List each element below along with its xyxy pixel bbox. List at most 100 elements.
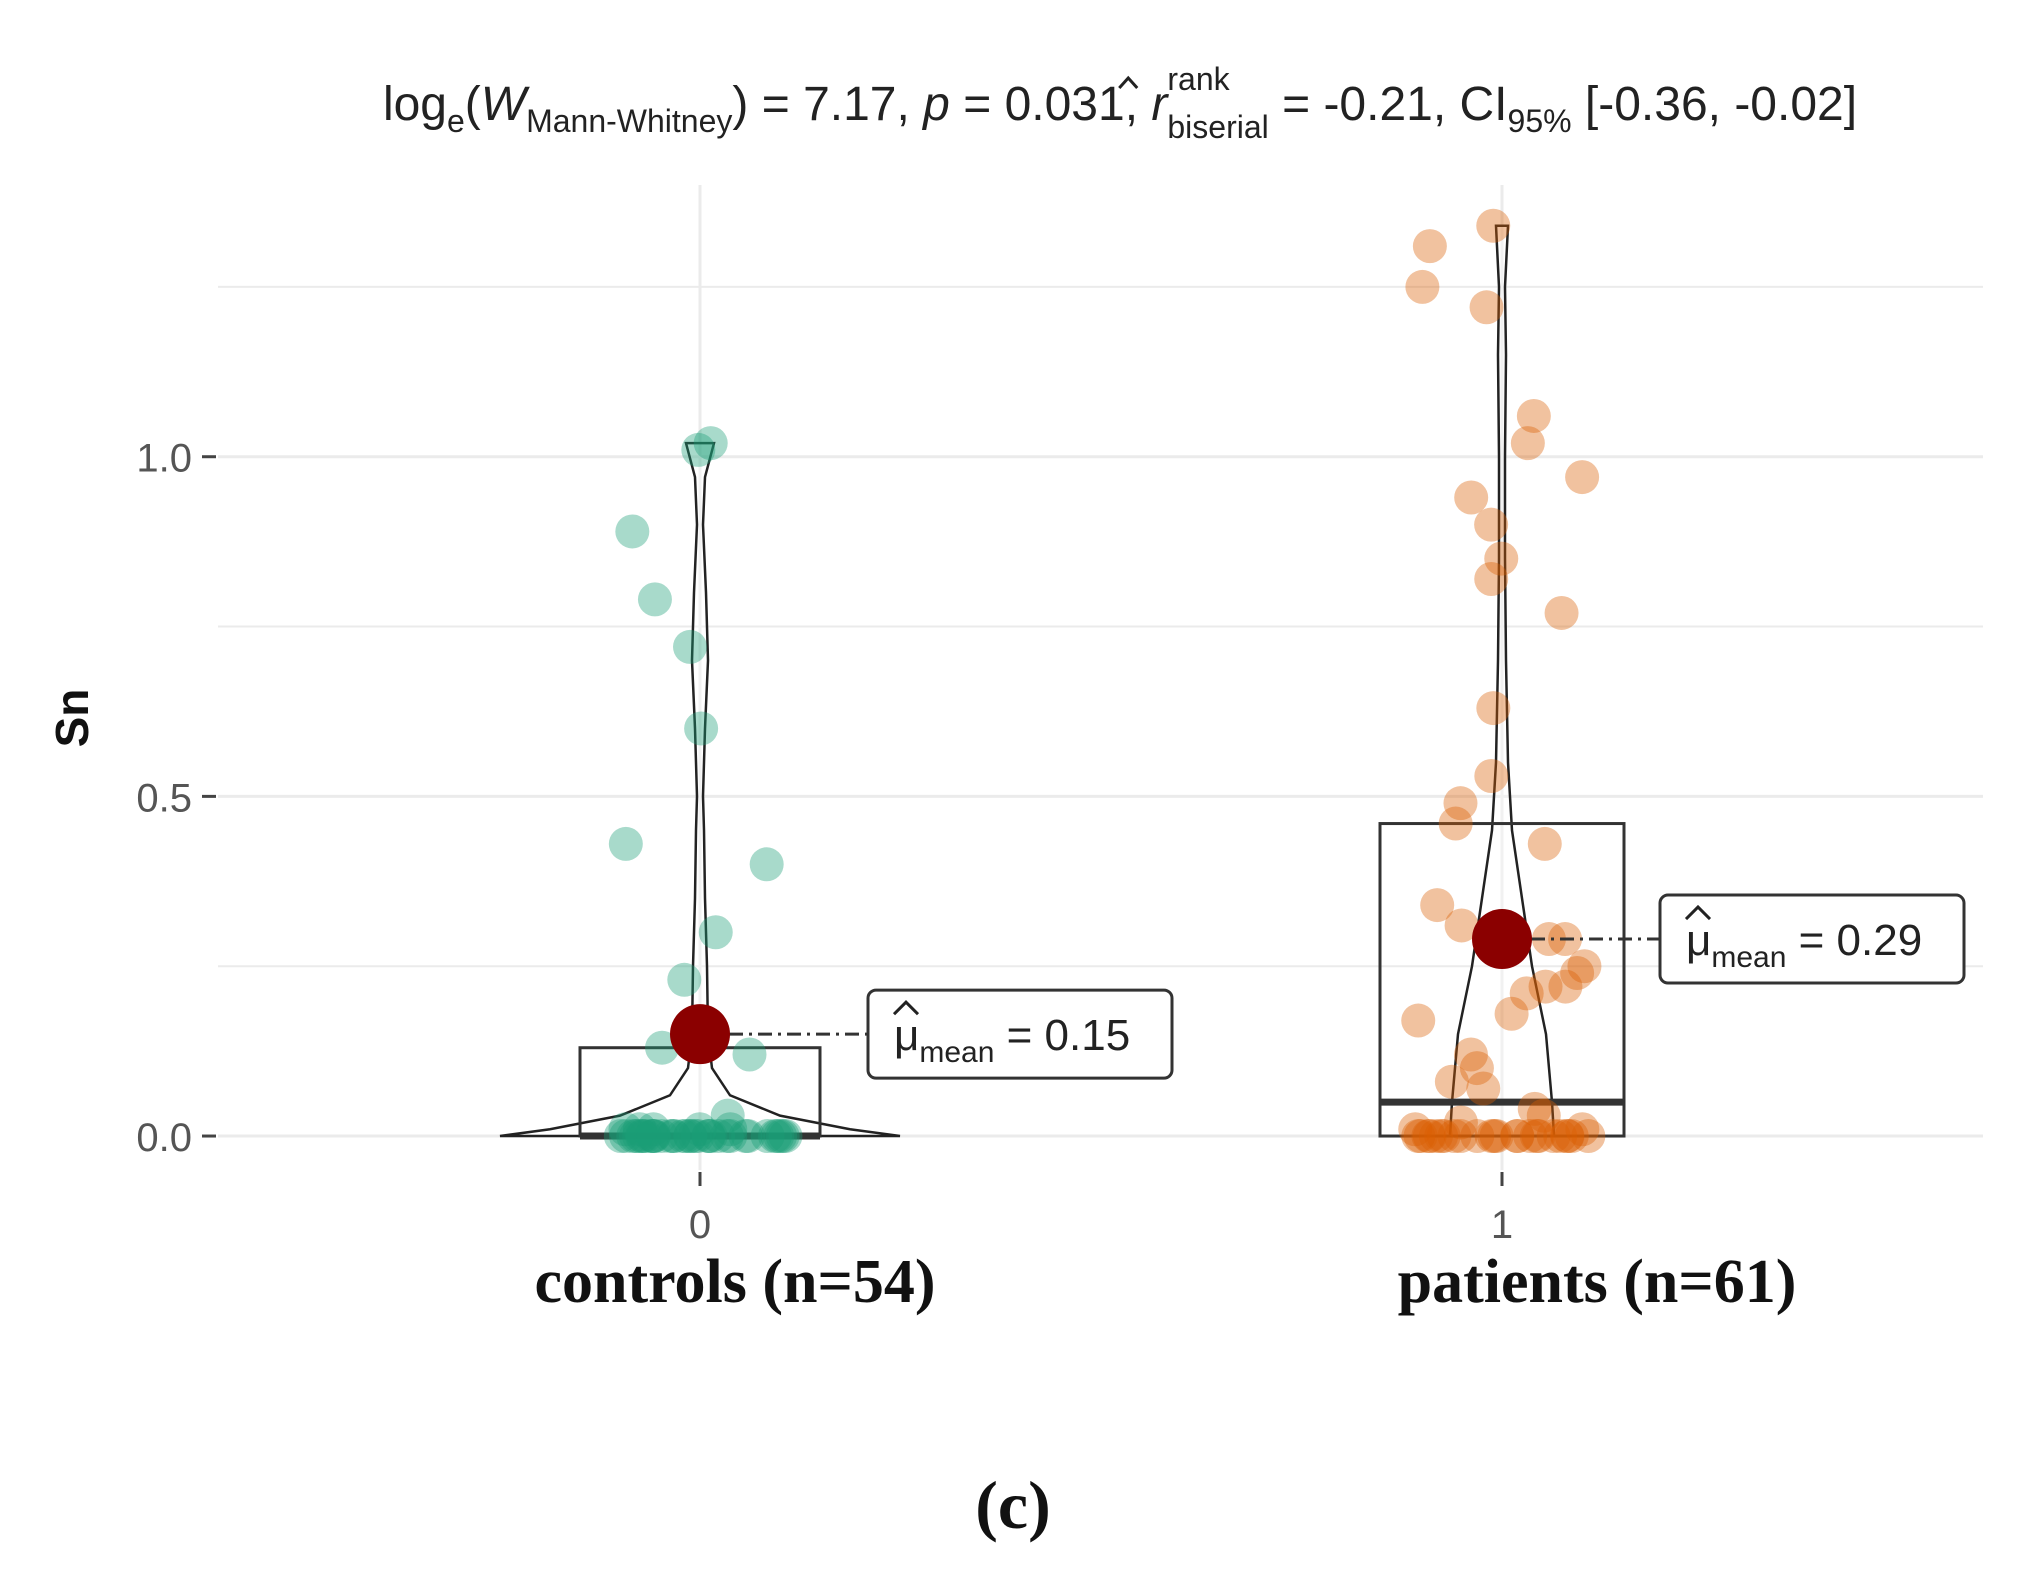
data-point-patients [1517, 1091, 1552, 1126]
data-point-controls [628, 1119, 663, 1154]
data-point-patients [1474, 759, 1509, 793]
data-point-patients [1516, 398, 1551, 433]
data-point-patients [1443, 786, 1478, 821]
data-point-controls [693, 1119, 728, 1154]
data-point-controls [624, 1119, 659, 1154]
data-point-controls [765, 1119, 800, 1154]
data-point-controls [603, 1119, 638, 1154]
data-point-controls [634, 1119, 669, 1154]
data-point-controls [732, 1037, 767, 1072]
data-point-controls [673, 1119, 708, 1154]
data-point-patients [1398, 1112, 1433, 1147]
data-point-controls [680, 1119, 715, 1154]
data-point-patients [1401, 1119, 1436, 1154]
data-point-patients [1528, 969, 1563, 1004]
data-point-patients [1484, 541, 1519, 576]
data-point-controls [667, 962, 702, 997]
data-point-controls [681, 432, 716, 467]
y-tick-label: 0.5 [136, 776, 192, 820]
mean-point-patients [1472, 909, 1532, 970]
data-point-patients [1476, 208, 1511, 243]
data-point-controls [673, 1119, 708, 1154]
mean-hat-mark [892, 1000, 920, 1016]
data-point-patients [1550, 1119, 1585, 1154]
data-point-patients [1565, 460, 1600, 495]
data-point-controls [731, 1119, 766, 1154]
data-point-controls [750, 1119, 785, 1154]
data-point-patients [1571, 1119, 1606, 1154]
data-point-controls [622, 1112, 657, 1147]
data-point-patients [1426, 1119, 1461, 1154]
data-point-controls [713, 1119, 748, 1154]
mean-label-controls: μmean = 0.15 [894, 1011, 1130, 1069]
data-point-controls [758, 1119, 793, 1154]
data-point-patients [1412, 229, 1447, 264]
data-point-patients [1477, 1119, 1512, 1154]
data-point-patients [1474, 507, 1509, 542]
x-tick-label: 0 [689, 1203, 711, 1247]
data-point-controls [637, 1119, 672, 1154]
data-point-patients [1437, 1119, 1472, 1154]
data-point-controls [709, 1119, 744, 1154]
data-point-patients [1513, 1119, 1548, 1154]
data-point-controls [728, 1119, 763, 1154]
data-point-patients [1443, 1105, 1478, 1140]
data-point-controls [622, 1119, 657, 1154]
data-point-patients [1459, 1051, 1494, 1086]
means: μmean = 0.15 μmean = 0.29 [670, 893, 1966, 1080]
data-point-controls [691, 1119, 726, 1154]
data-point-controls [698, 915, 733, 950]
data-point-controls [653, 1119, 688, 1154]
data-point-patients [1554, 1119, 1589, 1154]
data-point-controls [677, 1119, 712, 1154]
data-point-patients [1550, 1119, 1585, 1154]
data-point-controls [656, 1119, 691, 1154]
data-point-controls [760, 1119, 795, 1154]
group-label-controls: controls (n=54) [534, 1248, 935, 1316]
data-point-patients [1454, 480, 1489, 515]
data-point-patients [1434, 1064, 1469, 1099]
data-point-patients [1510, 426, 1545, 461]
data-point-patients [1544, 595, 1579, 630]
data-point-controls [768, 1119, 803, 1154]
y-axis: 0.0 0.5 1.0 [136, 437, 216, 1160]
data-point-controls [626, 1119, 661, 1154]
data-point-controls [636, 1112, 671, 1147]
data-point-controls [637, 582, 672, 617]
data-point-controls [665, 1119, 700, 1154]
data-point-controls [656, 1119, 691, 1154]
data-point-controls [701, 1119, 736, 1154]
y-axis-label: Sn [46, 689, 98, 748]
data-point-patients [1420, 888, 1455, 923]
data-point-patients [1453, 1037, 1488, 1072]
data-point-controls [609, 1119, 644, 1154]
data-point-patients [1401, 1003, 1436, 1038]
data-point-patients [1438, 806, 1473, 841]
effect-hat-mark [1118, 75, 1139, 90]
boxes [578, 822, 1626, 1140]
group-label-patients: patients (n=61) [1398, 1248, 1797, 1316]
data-point-controls [763, 1119, 798, 1154]
y-tick-label: 1.0 [136, 437, 192, 481]
data-point-controls [682, 1112, 717, 1147]
data-point-patients [1543, 1119, 1578, 1154]
data-point-controls [673, 629, 708, 664]
data-point-patients [1560, 956, 1595, 990]
data-point-patients [1412, 1119, 1447, 1154]
data-point-patients [1565, 1112, 1600, 1147]
data-point-patients [1567, 949, 1602, 984]
mean-label-patients: μmean = 0.29 [1686, 916, 1922, 974]
data-point-controls [710, 1098, 745, 1133]
data-point-patients [1403, 1119, 1438, 1154]
data-point-controls [636, 1119, 671, 1154]
data-point-patients [1521, 1119, 1556, 1154]
data-point-controls [608, 826, 643, 861]
data-point-patients [1474, 1119, 1509, 1154]
data-point-controls [713, 1112, 748, 1147]
points [603, 208, 1606, 1154]
data-point-patients [1424, 1119, 1459, 1154]
data-point-controls [693, 426, 728, 461]
mean-label-box-controls [866, 988, 1174, 1080]
